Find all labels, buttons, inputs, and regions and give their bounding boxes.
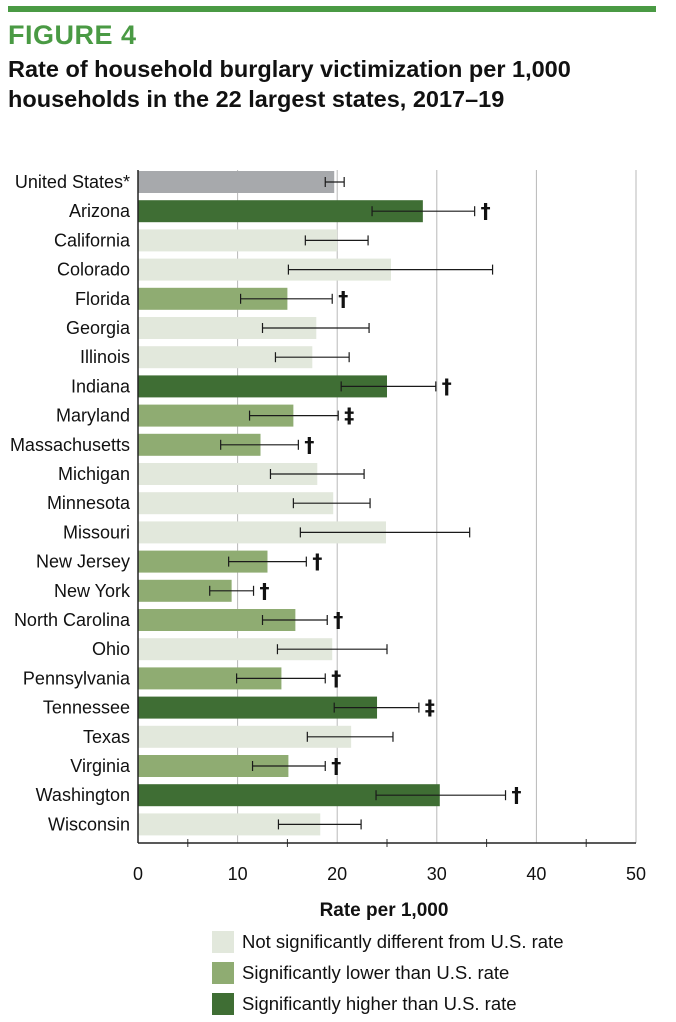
significance-marker: ‡ [425, 696, 435, 720]
category-label: Virginia [70, 756, 131, 776]
significance-marker: ‡ [344, 404, 354, 428]
significance-marker: † [331, 754, 341, 778]
x-tick-label: 30 [427, 864, 447, 884]
x-tick-label: 40 [526, 864, 546, 884]
bar-virginia [138, 755, 289, 777]
bar-new-jersey [138, 550, 268, 573]
category-label: Florida [75, 289, 131, 309]
category-label: United States* [15, 172, 130, 192]
x-tick-label: 10 [228, 864, 248, 884]
bar-wisconsin [138, 813, 321, 836]
significance-marker: † [442, 374, 452, 398]
legend-label-higher: Significantly higher than U.S. rate [242, 992, 517, 1014]
category-label: Washington [36, 785, 130, 805]
bar-indiana [138, 375, 387, 398]
category-label: Illinois [80, 347, 130, 367]
category-label: North Carolina [14, 610, 131, 630]
bar-ohio [138, 638, 333, 661]
legend-item-not-significant: Not significantly different from U.S. ra… [212, 926, 563, 957]
significance-marker: † [338, 287, 348, 311]
category-label: Massachusetts [10, 435, 130, 455]
category-label: Minnesota [47, 493, 131, 513]
category-label: Tennessee [43, 698, 130, 718]
bar-california [138, 229, 338, 252]
legend-label-lower: Significantly lower than U.S. rate [242, 961, 510, 983]
legend-item-lower: Significantly lower than U.S. rate [212, 957, 563, 988]
category-label: Indiana [71, 376, 131, 396]
x-tick-label: 20 [327, 864, 347, 884]
significance-marker: † [304, 433, 314, 457]
bar-pennsylvania [138, 667, 282, 690]
chart-title: Rate of household burglary victimization… [8, 56, 571, 112]
category-label: Texas [83, 727, 130, 747]
legend: Not significantly different from U.S. ra… [212, 926, 563, 1019]
category-label: Maryland [56, 406, 130, 426]
category-label: Pennsylvania [23, 668, 131, 688]
significance-marker: † [481, 199, 491, 223]
category-label: Colorado [57, 260, 130, 280]
x-axis-title: Rate per 1,000 [320, 900, 449, 921]
category-label: California [54, 230, 131, 250]
legend-item-higher: Significantly higher than U.S. rate [212, 988, 563, 1019]
bar-colorado [138, 258, 391, 281]
category-label: Wisconsin [48, 814, 130, 834]
top-rule [8, 6, 656, 12]
bar-tennessee [138, 696, 378, 719]
bar-georgia [138, 317, 317, 339]
bar-florida [138, 287, 288, 310]
category-label: New York [54, 581, 131, 601]
category-label: Georgia [66, 318, 131, 338]
bar-massachusetts [138, 433, 261, 456]
legend-swatch-lower [212, 961, 234, 984]
x-tick-label: 50 [626, 864, 646, 884]
category-label: Arizona [69, 201, 131, 221]
legend-swatch-higher [212, 992, 234, 1015]
bar-arizona [138, 200, 423, 223]
bar-michigan [138, 463, 318, 485]
bar-missouri [138, 521, 387, 544]
bar-texas [138, 725, 352, 748]
figure-label: FIGURE 4 [8, 20, 137, 50]
bar-minnesota [138, 492, 334, 515]
significance-marker: † [333, 608, 343, 632]
category-label: New Jersey [36, 552, 130, 572]
significance-marker: † [312, 550, 322, 574]
significance-marker: † [331, 666, 341, 690]
bar-illinois [138, 346, 313, 369]
category-label: Ohio [92, 639, 130, 659]
legend-swatch-not-significant [212, 930, 234, 953]
bar-new-york [138, 579, 232, 602]
bar-north-carolina [138, 609, 296, 631]
category-label: Missouri [63, 522, 130, 542]
bar-united-states [138, 171, 335, 193]
category-label: Michigan [58, 464, 130, 484]
bar-washington [138, 784, 440, 807]
bar-maryland [138, 404, 294, 427]
legend-label-not-significant: Not significantly different from U.S. ra… [242, 930, 564, 952]
x-tick-label: 0 [133, 864, 143, 884]
significance-marker: † [512, 783, 522, 807]
significance-marker: † [260, 579, 270, 603]
